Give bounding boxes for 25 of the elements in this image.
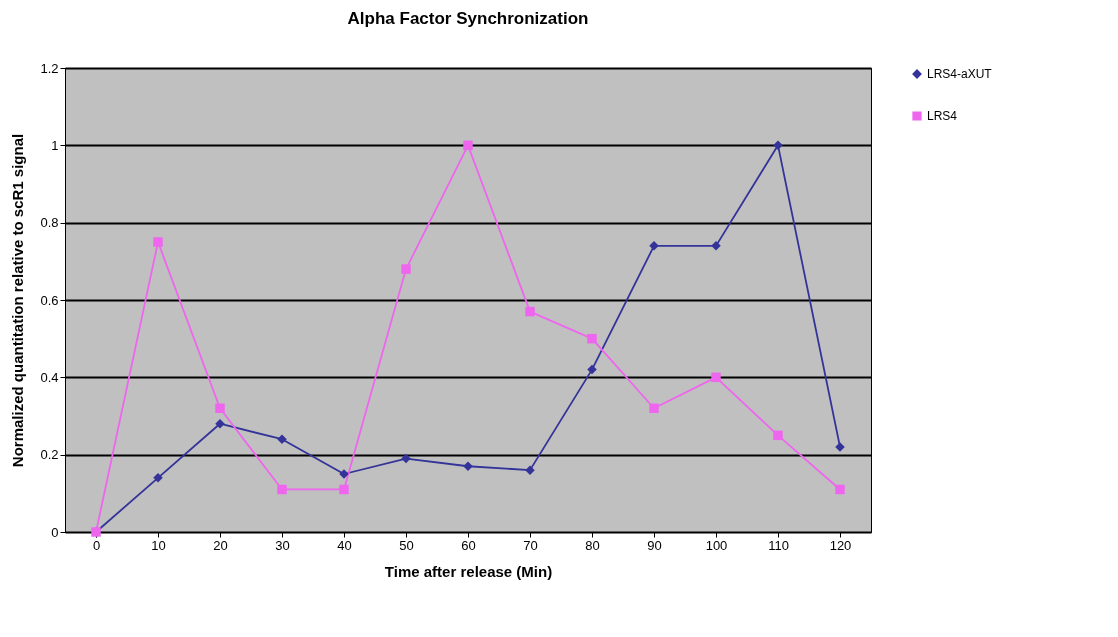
x-tick-label: 0: [92, 537, 101, 553]
x-tick-label: 50: [399, 537, 414, 553]
x-tick-label: 40: [337, 537, 352, 553]
y-tick-label: 0.6: [40, 292, 59, 308]
x-tick-label: 10: [151, 537, 166, 553]
chart-title: Alpha Factor Synchronization: [347, 9, 589, 28]
y-tick-label: 0: [51, 524, 59, 540]
y-axis-title: Normalized quantitation relative to scR1 signal: [9, 133, 27, 468]
y-tick-label: 0.4: [40, 369, 59, 385]
y-tick-label: 0.8: [40, 215, 59, 231]
x-tick-label: 20: [213, 537, 228, 553]
x-tick-label: 120: [829, 537, 852, 553]
legend-label: LRS4: [927, 109, 958, 123]
x-tick-label: 80: [585, 537, 600, 553]
x-tick-label: 100: [705, 537, 728, 553]
y-tick-label: 1.2: [40, 60, 59, 76]
x-tick-label: 30: [275, 537, 290, 553]
x-tick-label: 90: [647, 537, 662, 553]
y-tick-label: 0.2: [40, 447, 59, 463]
x-tick-label: 70: [523, 537, 538, 553]
x-tick-label: 60: [461, 537, 476, 553]
legend-label: LRS4-aXUT: [927, 67, 993, 81]
x-tick-label: 110: [768, 537, 789, 553]
x-axis-title: Time after release (Min): [384, 562, 553, 580]
y-tick-label: 1: [51, 137, 59, 153]
